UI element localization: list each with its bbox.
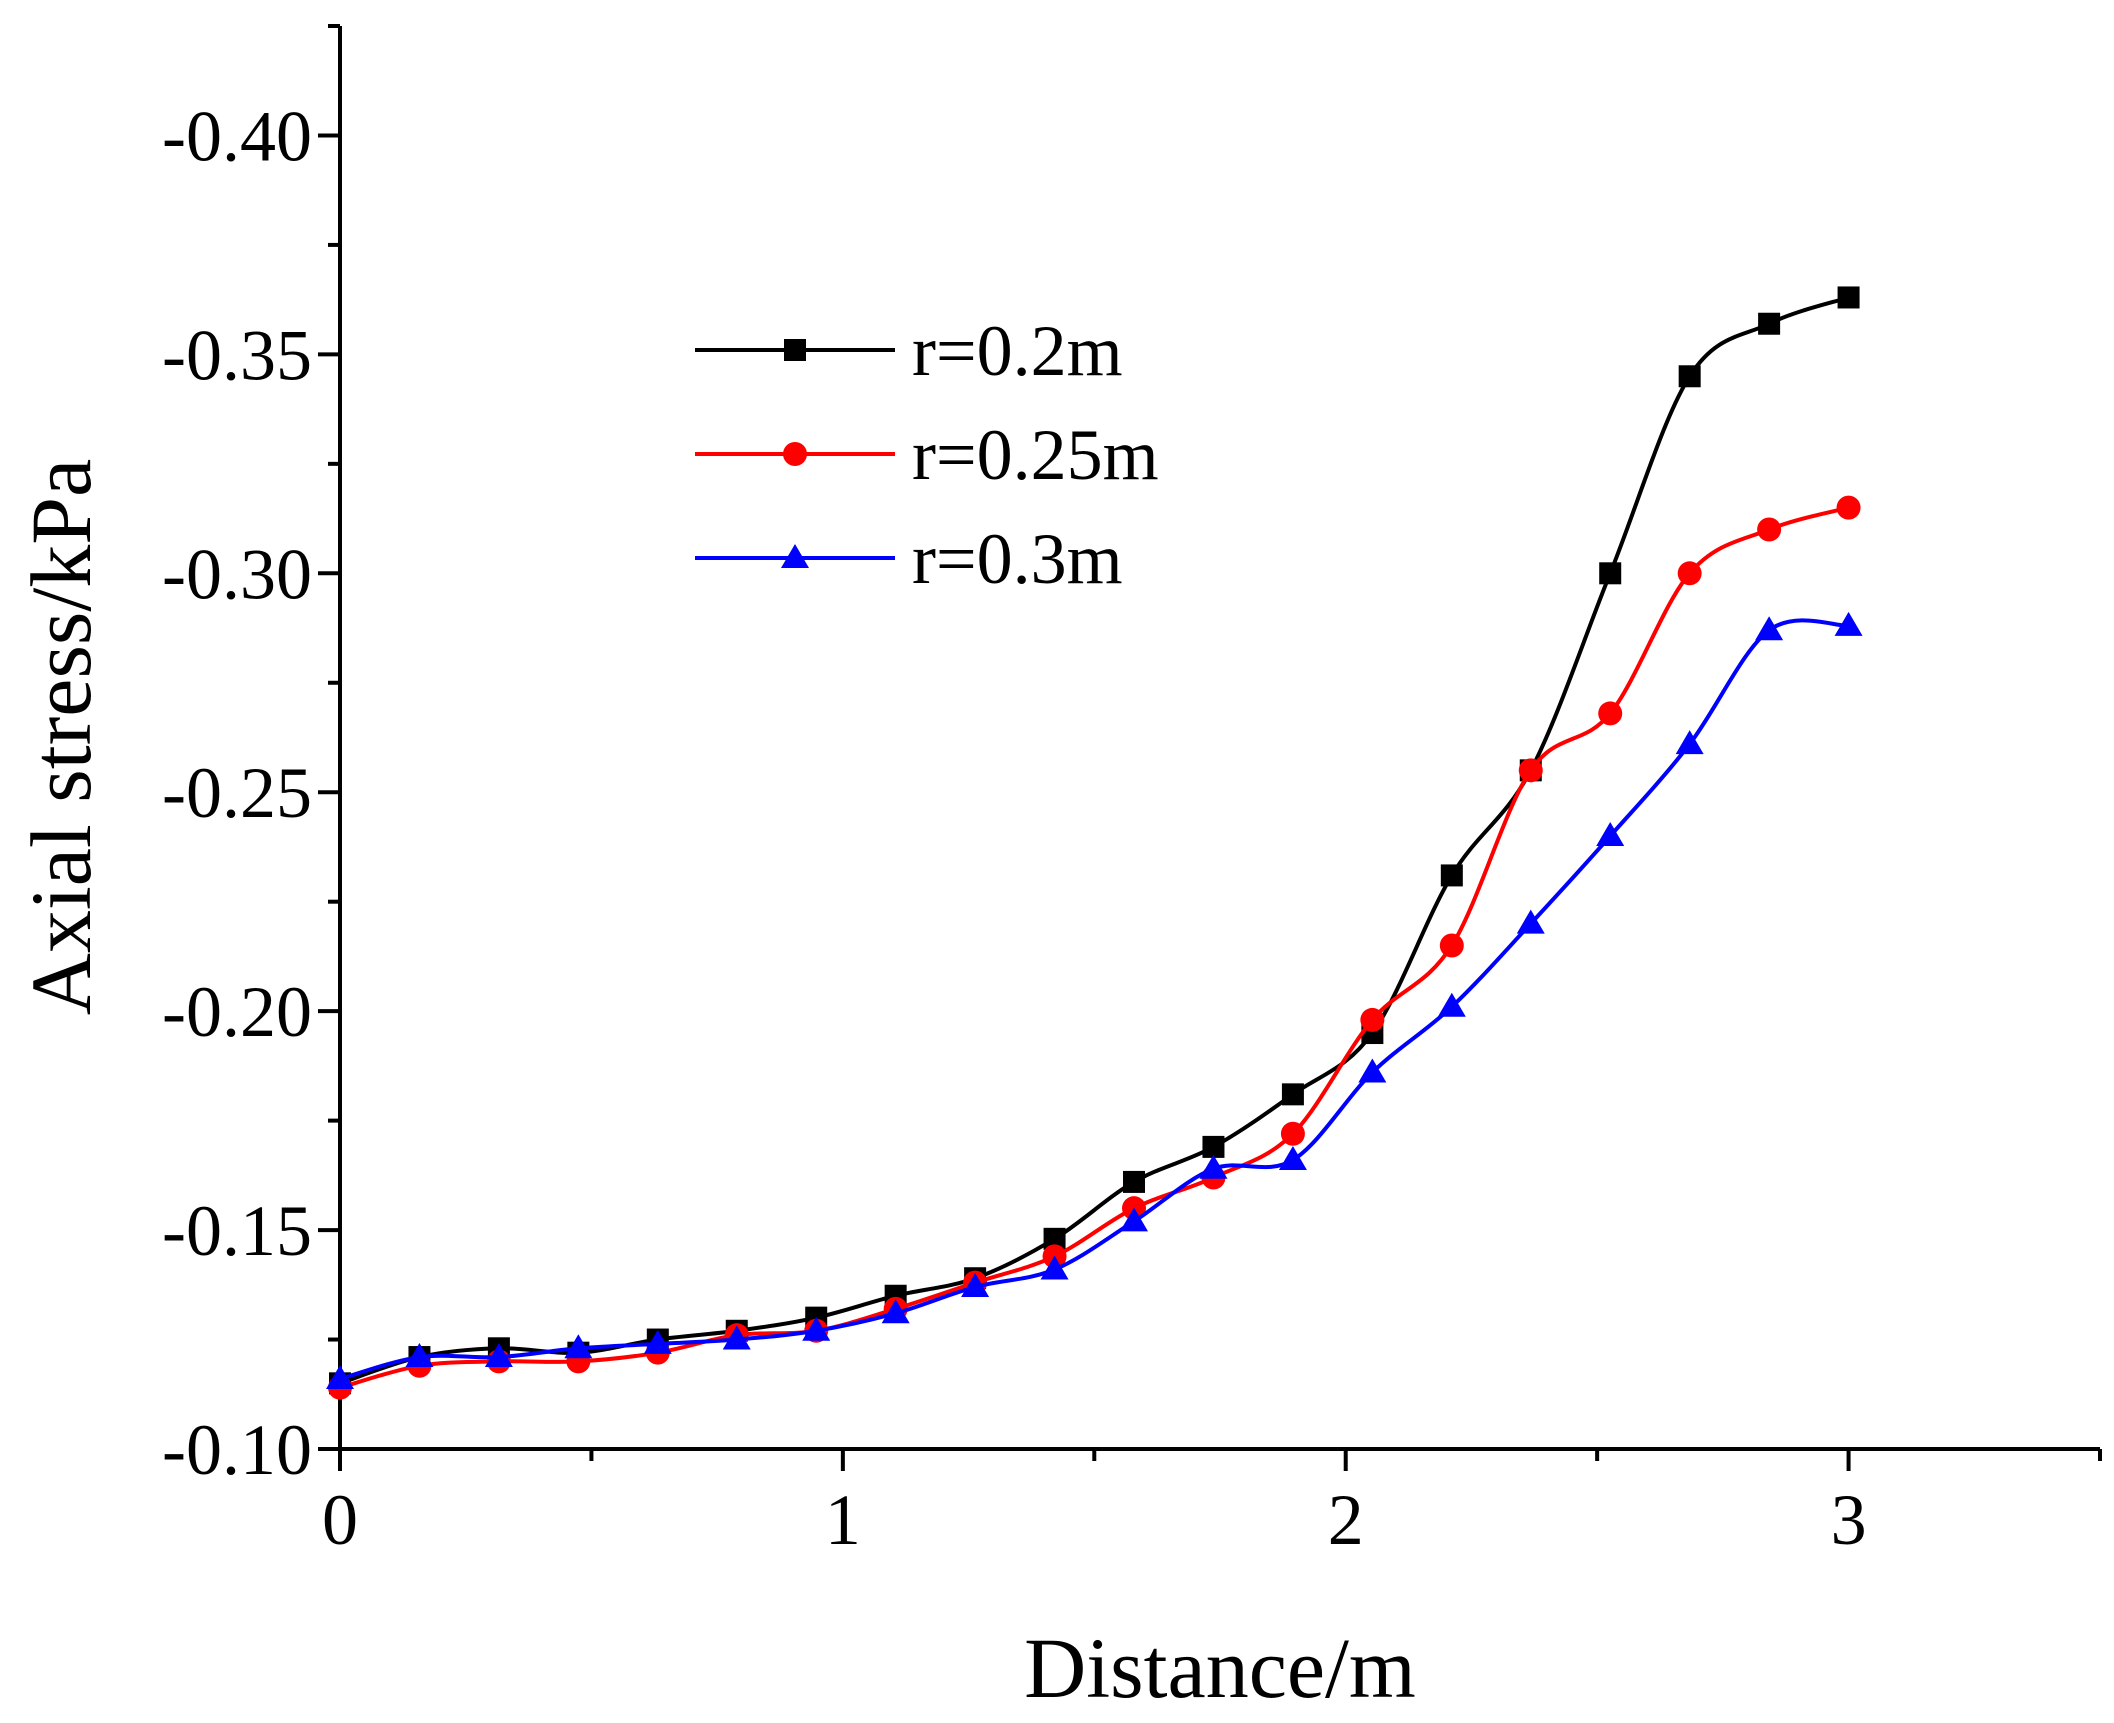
data-point <box>1120 1207 1149 1232</box>
data-point <box>1123 1170 1146 1193</box>
data-point <box>1358 1058 1387 1083</box>
data-point <box>1757 517 1782 542</box>
y-ticks: -0.10 -0.15 -0.20 -0.25 -0.30 -0.35 -0.40 <box>162 24 340 1490</box>
x-tick-label: 2 <box>1328 1480 1364 1560</box>
y-tick-label: -0.25 <box>162 753 312 833</box>
x-tick-label: 1 <box>825 1480 861 1560</box>
data-point <box>1043 1227 1066 1250</box>
data-point <box>1598 701 1623 726</box>
data-point <box>484 1343 513 1368</box>
data-point <box>1836 495 1861 520</box>
data-point <box>1599 562 1622 585</box>
y-tick-label: -0.30 <box>162 534 312 614</box>
data-point <box>1040 1255 1069 1280</box>
series-2 <box>328 495 1861 1400</box>
legend-marker <box>781 544 809 568</box>
data-point <box>802 1316 831 1341</box>
legend-item: r=0.3m <box>695 519 1123 599</box>
data-point <box>1360 1007 1385 1032</box>
data-point <box>1755 616 1784 641</box>
series-line <box>339 618 1849 1381</box>
legend-item: r=0.2m <box>695 311 1123 391</box>
series-line <box>339 505 1850 1390</box>
y-tick-label: -0.20 <box>162 972 312 1052</box>
data-point <box>881 1299 910 1324</box>
data-point <box>564 1334 593 1359</box>
data-point <box>1596 822 1625 847</box>
data-point <box>961 1272 990 1297</box>
data-point <box>1837 286 1860 309</box>
y-tick-label: -0.15 <box>162 1191 312 1271</box>
series-layer <box>326 286 1863 1400</box>
data-point <box>1518 758 1543 783</box>
data-point <box>1202 1135 1225 1158</box>
legend-label: r=0.3m <box>912 519 1123 599</box>
data-point <box>1678 365 1701 388</box>
data-point <box>1437 992 1466 1017</box>
data-point <box>1516 909 1545 934</box>
data-point <box>643 1329 672 1354</box>
x-axis-title: Distance/m <box>1024 1620 1416 1716</box>
x-ticks: 0 1 2 3 <box>322 1449 2102 1560</box>
data-point <box>1281 1083 1304 1106</box>
series-3 <box>326 611 1863 1389</box>
legend-item: r=0.25m <box>695 415 1159 495</box>
data-point <box>405 1343 434 1368</box>
legend-marker <box>783 442 807 466</box>
y-tick-label: -0.10 <box>162 1410 312 1490</box>
data-point <box>326 1364 354 1389</box>
x-tick-label: 0 <box>322 1480 358 1560</box>
legend-marker <box>784 339 806 361</box>
data-point <box>1440 864 1463 887</box>
legend-label: r=0.25m <box>912 415 1159 495</box>
data-point <box>1758 312 1781 335</box>
data-point <box>1834 611 1863 636</box>
y-tick-label: -0.40 <box>162 96 312 176</box>
data-point <box>722 1325 751 1350</box>
data-point <box>1278 1146 1307 1171</box>
y-axis-title: Axial stress/kPa <box>13 459 109 1016</box>
legend-label: r=0.2m <box>912 311 1123 391</box>
axes <box>338 26 2100 1451</box>
data-point <box>1677 561 1702 586</box>
x-tick-label: 3 <box>1831 1480 1867 1560</box>
data-point <box>1439 933 1464 958</box>
data-point <box>1280 1121 1305 1146</box>
data-point <box>1199 1154 1228 1179</box>
legend: r=0.2m r=0.25m r=0.3m <box>695 311 1159 599</box>
y-tick-label: -0.35 <box>162 315 312 395</box>
data-point <box>1675 730 1704 755</box>
